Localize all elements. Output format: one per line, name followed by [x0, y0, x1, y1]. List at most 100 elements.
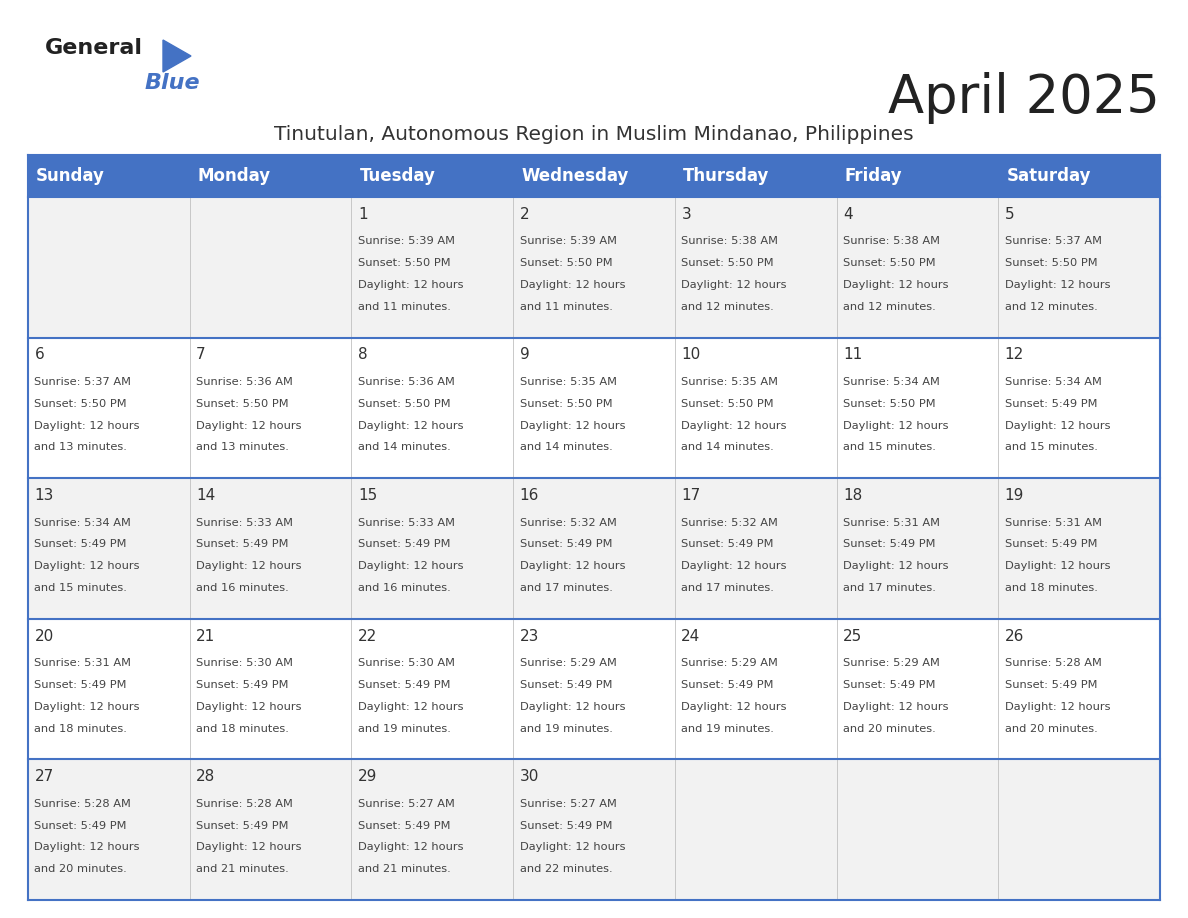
Text: Sunrise: 5:28 AM: Sunrise: 5:28 AM	[34, 799, 132, 809]
Text: and 14 minutes.: and 14 minutes.	[519, 442, 612, 453]
Text: Daylight: 12 hours: Daylight: 12 hours	[519, 280, 625, 290]
Text: 26: 26	[1005, 629, 1024, 644]
Text: 10: 10	[682, 347, 701, 363]
Polygon shape	[163, 40, 191, 72]
Text: and 18 minutes.: and 18 minutes.	[196, 723, 289, 733]
Text: Sunset: 5:49 PM: Sunset: 5:49 PM	[34, 540, 127, 549]
Text: 8: 8	[358, 347, 367, 363]
Text: Sunrise: 5:28 AM: Sunrise: 5:28 AM	[1005, 658, 1101, 668]
Text: 30: 30	[519, 769, 539, 784]
Text: and 18 minutes.: and 18 minutes.	[34, 723, 127, 733]
Text: Daylight: 12 hours: Daylight: 12 hours	[358, 420, 463, 431]
Text: Sunrise: 5:38 AM: Sunrise: 5:38 AM	[682, 236, 778, 246]
Text: 1: 1	[358, 207, 367, 222]
Text: Daylight: 12 hours: Daylight: 12 hours	[196, 843, 302, 852]
Text: Sunrise: 5:39 AM: Sunrise: 5:39 AM	[358, 236, 455, 246]
Text: and 17 minutes.: and 17 minutes.	[843, 583, 936, 593]
Text: Daylight: 12 hours: Daylight: 12 hours	[34, 420, 140, 431]
Text: and 19 minutes.: and 19 minutes.	[519, 723, 613, 733]
Text: Daylight: 12 hours: Daylight: 12 hours	[358, 843, 463, 852]
Text: and 11 minutes.: and 11 minutes.	[358, 302, 450, 312]
Text: Daylight: 12 hours: Daylight: 12 hours	[34, 561, 140, 571]
Text: Thursday: Thursday	[683, 167, 770, 185]
Text: Sunset: 5:49 PM: Sunset: 5:49 PM	[196, 540, 289, 549]
Text: Sunset: 5:49 PM: Sunset: 5:49 PM	[519, 821, 612, 831]
Bar	[675, 155, 836, 197]
Text: Sunset: 5:50 PM: Sunset: 5:50 PM	[196, 398, 289, 409]
Text: Friday: Friday	[845, 167, 902, 185]
Text: Sunset: 5:49 PM: Sunset: 5:49 PM	[34, 821, 127, 831]
Bar	[29, 759, 1159, 900]
Text: 23: 23	[519, 629, 539, 644]
Text: 14: 14	[196, 488, 215, 503]
Text: Sunrise: 5:35 AM: Sunrise: 5:35 AM	[519, 377, 617, 387]
Text: Sunset: 5:49 PM: Sunset: 5:49 PM	[843, 680, 935, 690]
Text: Sunset: 5:49 PM: Sunset: 5:49 PM	[1005, 398, 1098, 409]
Text: 21: 21	[196, 629, 215, 644]
Text: Sunrise: 5:32 AM: Sunrise: 5:32 AM	[519, 518, 617, 528]
Text: 24: 24	[682, 629, 701, 644]
Text: Daylight: 12 hours: Daylight: 12 hours	[358, 280, 463, 290]
Text: April 2025: April 2025	[889, 72, 1159, 124]
Text: Sunset: 5:49 PM: Sunset: 5:49 PM	[682, 540, 773, 549]
Text: 15: 15	[358, 488, 377, 503]
Text: and 21 minutes.: and 21 minutes.	[358, 864, 450, 874]
Text: Daylight: 12 hours: Daylight: 12 hours	[358, 561, 463, 571]
Text: Monday: Monday	[197, 167, 271, 185]
Bar	[29, 619, 1159, 759]
Text: Sunrise: 5:34 AM: Sunrise: 5:34 AM	[843, 377, 940, 387]
Text: and 20 minutes.: and 20 minutes.	[34, 864, 127, 874]
Text: and 14 minutes.: and 14 minutes.	[682, 442, 775, 453]
Text: Daylight: 12 hours: Daylight: 12 hours	[682, 561, 786, 571]
Text: Sunset: 5:49 PM: Sunset: 5:49 PM	[519, 680, 612, 690]
Text: Sunrise: 5:30 AM: Sunrise: 5:30 AM	[196, 658, 293, 668]
Text: Sunrise: 5:31 AM: Sunrise: 5:31 AM	[34, 658, 132, 668]
Text: Daylight: 12 hours: Daylight: 12 hours	[682, 701, 786, 711]
Text: and 12 minutes.: and 12 minutes.	[1005, 302, 1098, 312]
Bar	[29, 478, 1159, 619]
Text: Saturday: Saturday	[1006, 167, 1091, 185]
Text: Daylight: 12 hours: Daylight: 12 hours	[34, 843, 140, 852]
Text: Daylight: 12 hours: Daylight: 12 hours	[196, 420, 302, 431]
Text: and 11 minutes.: and 11 minutes.	[519, 302, 613, 312]
Text: Daylight: 12 hours: Daylight: 12 hours	[519, 420, 625, 431]
Text: Daylight: 12 hours: Daylight: 12 hours	[34, 701, 140, 711]
Text: Daylight: 12 hours: Daylight: 12 hours	[519, 701, 625, 711]
Text: Sunrise: 5:32 AM: Sunrise: 5:32 AM	[682, 518, 778, 528]
Text: Sunrise: 5:27 AM: Sunrise: 5:27 AM	[519, 799, 617, 809]
Text: Sunset: 5:49 PM: Sunset: 5:49 PM	[358, 680, 450, 690]
Text: Sunrise: 5:36 AM: Sunrise: 5:36 AM	[358, 377, 455, 387]
Text: Daylight: 12 hours: Daylight: 12 hours	[843, 280, 948, 290]
Bar	[836, 155, 998, 197]
Text: Sunrise: 5:27 AM: Sunrise: 5:27 AM	[358, 799, 455, 809]
Text: and 14 minutes.: and 14 minutes.	[358, 442, 450, 453]
Text: Sunrise: 5:36 AM: Sunrise: 5:36 AM	[196, 377, 293, 387]
Text: Daylight: 12 hours: Daylight: 12 hours	[1005, 280, 1111, 290]
Text: 25: 25	[843, 629, 862, 644]
Text: Sunset: 5:50 PM: Sunset: 5:50 PM	[682, 258, 773, 268]
Text: and 22 minutes.: and 22 minutes.	[519, 864, 612, 874]
Text: General: General	[45, 38, 143, 58]
Text: and 12 minutes.: and 12 minutes.	[682, 302, 775, 312]
Bar	[352, 155, 513, 197]
Bar	[998, 155, 1159, 197]
Text: and 18 minutes.: and 18 minutes.	[1005, 583, 1098, 593]
Text: Daylight: 12 hours: Daylight: 12 hours	[682, 280, 786, 290]
Text: 5: 5	[1005, 207, 1015, 222]
Text: Sunset: 5:49 PM: Sunset: 5:49 PM	[34, 680, 127, 690]
Text: Sunrise: 5:29 AM: Sunrise: 5:29 AM	[682, 658, 778, 668]
Text: Blue: Blue	[145, 73, 201, 93]
Text: Sunrise: 5:33 AM: Sunrise: 5:33 AM	[196, 518, 293, 528]
Text: Sunset: 5:50 PM: Sunset: 5:50 PM	[358, 398, 450, 409]
Text: Daylight: 12 hours: Daylight: 12 hours	[196, 561, 302, 571]
Text: Sunset: 5:50 PM: Sunset: 5:50 PM	[358, 258, 450, 268]
Text: 3: 3	[682, 207, 691, 222]
Text: 6: 6	[34, 347, 44, 363]
Text: 29: 29	[358, 769, 378, 784]
Text: Daylight: 12 hours: Daylight: 12 hours	[843, 420, 948, 431]
Text: Sunrise: 5:39 AM: Sunrise: 5:39 AM	[519, 236, 617, 246]
Text: 12: 12	[1005, 347, 1024, 363]
Text: and 20 minutes.: and 20 minutes.	[843, 723, 936, 733]
Text: and 13 minutes.: and 13 minutes.	[34, 442, 127, 453]
Text: Daylight: 12 hours: Daylight: 12 hours	[1005, 701, 1111, 711]
